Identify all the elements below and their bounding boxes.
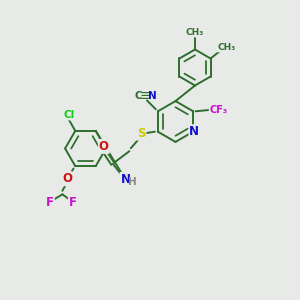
Text: CH₃: CH₃ — [186, 28, 204, 37]
Text: S: S — [137, 127, 146, 140]
Text: O: O — [99, 140, 109, 153]
Text: O: O — [62, 172, 72, 185]
Text: N: N — [189, 125, 200, 138]
Text: C: C — [135, 91, 142, 101]
Text: CH₃: CH₃ — [217, 43, 235, 52]
Text: F: F — [46, 196, 54, 209]
Text: H: H — [128, 177, 136, 188]
Text: Cl: Cl — [63, 110, 74, 120]
Text: N: N — [120, 173, 130, 186]
Text: N: N — [148, 91, 157, 101]
Text: F: F — [69, 196, 77, 209]
Text: ≡: ≡ — [140, 88, 152, 103]
Text: CF₃: CF₃ — [210, 105, 228, 115]
